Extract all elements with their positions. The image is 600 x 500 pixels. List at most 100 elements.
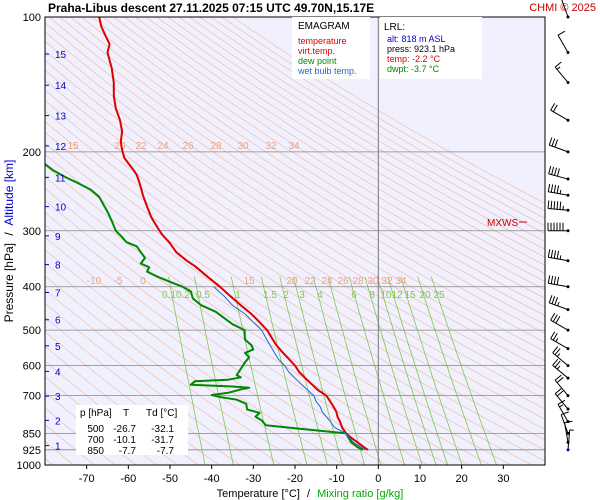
altitude-tick-label: 10 [55, 203, 67, 214]
pressure-tick-925: 925 [23, 445, 41, 457]
wind-barb [547, 200, 570, 212]
wind-barb [554, 388, 570, 411]
dry-adiabat-line [113, 17, 545, 291]
altitude-tick-label: 14 [55, 81, 67, 92]
mixing-ratio-label: 0.1 [162, 290, 176, 301]
mixing-ratio-line [194, 276, 234, 465]
dry-adiabat-line [70, 17, 545, 325]
credit-label: CHMI © 2025 [529, 2, 596, 14]
dry-adiabat-line [167, 17, 545, 250]
dry-adiabat-line [81, 17, 545, 317]
dry-adiabat-label: 22 [135, 141, 147, 152]
dry-adiabat-line [135, 17, 545, 274]
dry-adiabat-line [221, 17, 545, 212]
dry-adiabat-line [178, 17, 545, 242]
isobars [45, 151, 545, 451]
temperature-tick-labels: -70 -60 -50 -40 -30 -20 -10 0 10 20 30 [79, 465, 509, 485]
xlabel-sep: / [307, 488, 311, 500]
dry-adiabat-line [189, 17, 545, 234]
x-tick-label: -30 [245, 473, 261, 485]
pressure-tick-600: 600 [23, 361, 41, 373]
mixing-ratio-label: 0.5 [196, 290, 210, 301]
dry-adiabat-label: 15 [243, 276, 255, 287]
pressure-tick-100: 100 [23, 12, 41, 24]
legend-item: wet bulb temp. [297, 66, 357, 76]
mixing-ratio-line [417, 276, 482, 465]
dry-adiabat-line [45, 60, 545, 390]
dry-adiabat-line [45, 79, 545, 410]
x-tick-label: 0 [375, 473, 381, 485]
x-axis-label: Temperature [°C] / Mixing ratio [g/kg] [217, 488, 404, 500]
x-tick-label: -20 [287, 473, 303, 485]
wind-barb [547, 183, 570, 197]
mixing-ratio-label: 20 [419, 290, 431, 301]
dry-adiabat-line [45, 50, 545, 381]
wind-profile [547, 0, 574, 452]
pressure-tick-300: 300 [23, 226, 41, 238]
mixing-ratio-label: 4 [317, 290, 323, 301]
wind-barb [561, 0, 570, 19]
pressure-tick-850: 850 [23, 428, 41, 440]
dry-adiabat-line [156, 17, 545, 258]
mixing-ratio-label: 10 [380, 290, 392, 301]
mixing-ratio-line [327, 276, 382, 465]
mixing-ratio-label: 25 [433, 290, 445, 301]
lrl-row: dwpt: -3.7 °C [387, 64, 440, 74]
dry-adiabat-line [210, 17, 545, 219]
dry-adiabat-label: 20 [286, 276, 298, 287]
std-cell: -32.1 [151, 424, 174, 435]
wind-barb [548, 137, 570, 154]
std-cell: 850 [87, 446, 104, 457]
ylabel-altitude: Altitude [km] [2, 160, 16, 226]
dry-adiabat-line [48, 17, 545, 343]
lrl-row: press: 923.1 hPa [387, 44, 455, 54]
std-header: Td [°C] [146, 408, 177, 419]
altitude-tick-label: 6 [55, 316, 61, 327]
dry-adiabat-line [145, 17, 545, 266]
wind-barb [552, 346, 570, 368]
mixing-ratio-line [260, 276, 308, 465]
wind-barb [550, 331, 570, 351]
dry-adiabat-line [45, 69, 545, 400]
altitude-tick-label: 5 [55, 342, 61, 353]
dry-adiabat-label: 34 [395, 276, 407, 287]
dry-adiabat-label: 24 [157, 141, 169, 152]
wind-barb [560, 411, 570, 435]
mixing-ratio-line [230, 276, 275, 465]
altitude-tick-label: 15 [55, 50, 67, 61]
dry-adiabat-label: 30 [367, 276, 379, 287]
y-axis-label: Pressure [hPa] / Altitude [km] [2, 160, 16, 323]
pressure-tick-500: 500 [23, 325, 41, 337]
x-tick-label: -10 [329, 473, 345, 485]
std-cell: -26.7 [113, 424, 136, 435]
mixing-ratio-line [348, 276, 405, 465]
altitude-tick-label: 11 [55, 173, 66, 184]
std-cell: -7.7 [157, 446, 175, 457]
pressure-tick-labels: 100 200 300 400 500 600 700 850 925 1000 [17, 12, 41, 472]
dry-adiabat-label: 26 [182, 141, 194, 152]
mixing-ratio-line [279, 276, 328, 465]
dry-adiabat-line [102, 17, 545, 299]
dry-adiabat-line [45, 40, 545, 371]
dry-adiabat-label: 34 [288, 141, 300, 152]
mixing-ratio-line [387, 276, 449, 465]
ylabel-pressure: Pressure [hPa] [2, 243, 16, 322]
mixing-ratio-label: 1 [235, 290, 241, 301]
std-cell: -7.7 [119, 446, 137, 457]
wind-barb [552, 358, 570, 380]
xlabel-mixing: Mixing ratio [g/kg] [317, 488, 403, 500]
dry-adiabat-label: 32 [265, 141, 277, 152]
wind-barb [547, 222, 570, 233]
mixing-ratio-line [168, 276, 206, 465]
wind-barb [550, 103, 570, 122]
series-dew-point [45, 163, 364, 451]
std-cell: 700 [87, 435, 104, 446]
dry-adiabat-label: 26 [337, 276, 349, 287]
altitude-tick-label: 4 [55, 367, 61, 378]
dry-adiabat-label: 32 [381, 276, 393, 287]
dry-adiabat-line [199, 17, 545, 227]
